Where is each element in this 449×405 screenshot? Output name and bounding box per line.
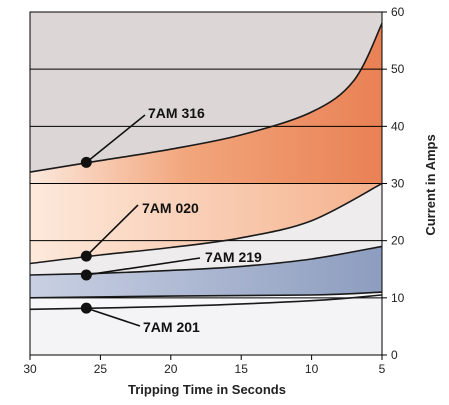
x-axis-title: Tripping Time in Seconds	[128, 382, 286, 397]
x-tick-label: 15	[235, 362, 249, 376]
band-top-region	[30, 12, 382, 173]
annotation-leader-2	[86, 257, 201, 276]
curve-7am-219-low	[29, 291, 383, 299]
annotation-label: 7AM 201	[143, 319, 200, 335]
curve-7am-316	[29, 23, 383, 173]
annotation-label: 7AM 316	[148, 105, 205, 121]
y-tick-label: 20	[391, 234, 405, 248]
x-tick-label: 5	[379, 362, 386, 376]
annotation-leader-1	[85, 204, 139, 257]
band-gap-219-020	[30, 183, 382, 275]
y-tick-label: 30	[391, 177, 405, 191]
y-axis-title: Current in Amps	[423, 134, 438, 235]
x-tick-label: 30	[23, 362, 37, 376]
curve-7am-020	[29, 182, 383, 265]
x-tick-label: 10	[305, 362, 319, 376]
y-tick-label: 40	[391, 119, 405, 133]
band-7am-219	[30, 246, 382, 298]
y-tick-label: 50	[391, 62, 405, 76]
y-tick-label: 0	[391, 348, 398, 362]
x-tick-label: 20	[164, 362, 178, 376]
y-tick-label: 10	[391, 291, 405, 305]
annotation-label: 7AM 020	[142, 200, 199, 216]
band-7am-201	[30, 292, 382, 310]
annotation-label: 7AM 219	[205, 249, 262, 265]
annotation-leader-3	[86, 307, 141, 327]
band-7am-020	[30, 183, 382, 264]
annotation-leader-0	[85, 114, 146, 163]
band-7am-316	[30, 23, 382, 184]
y-tick-label: 60	[391, 5, 405, 19]
x-tick-label: 25	[94, 362, 108, 376]
